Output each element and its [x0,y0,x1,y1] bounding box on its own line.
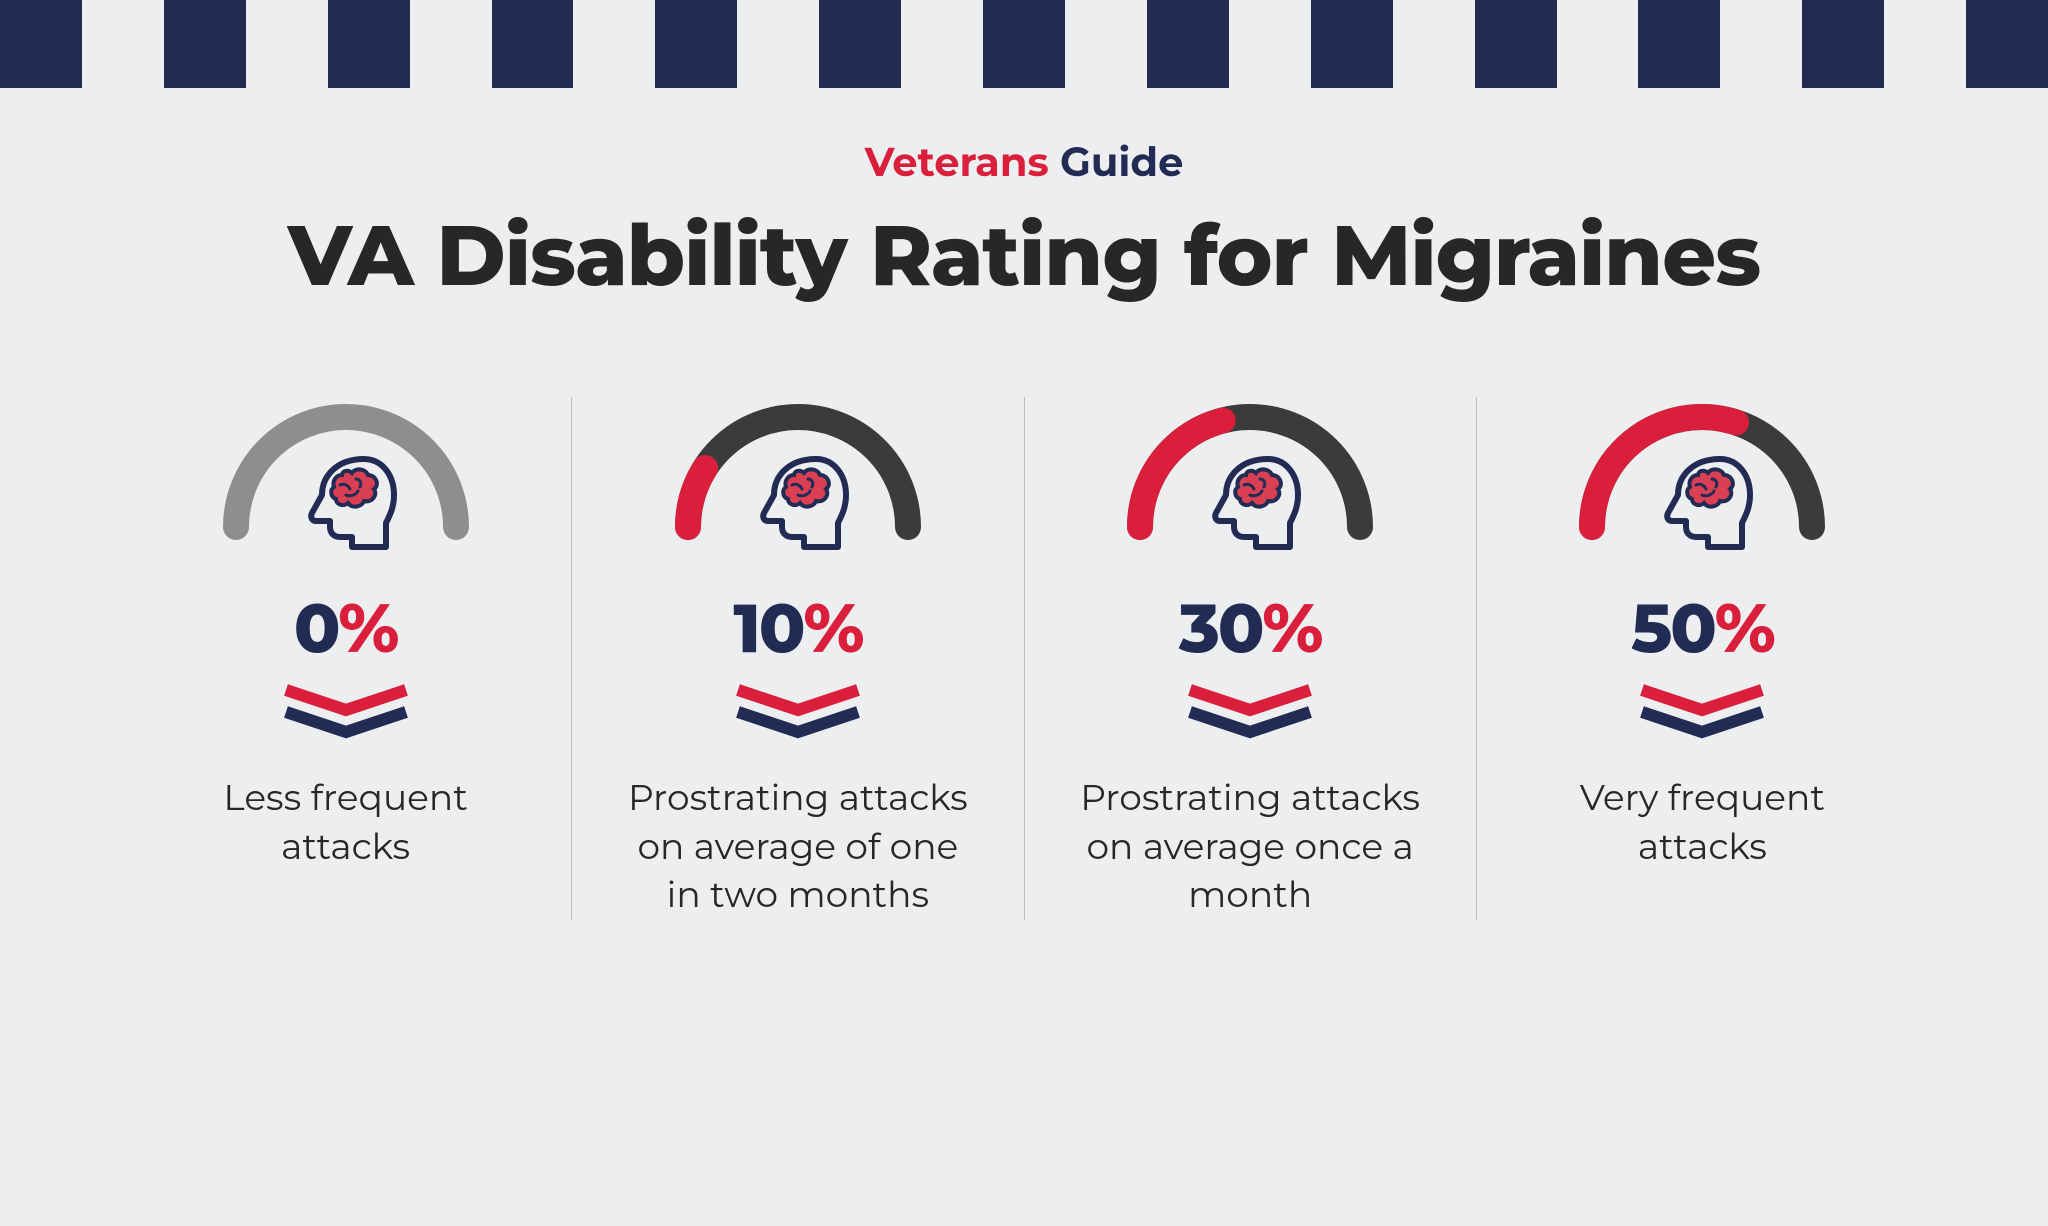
stripe [1393,0,1475,88]
stripe [328,0,410,88]
stripe [737,0,819,88]
chevron-down-icon [1180,684,1320,740]
rating-value: 50 [1631,587,1715,670]
rating-card: 30% Prostrating attacks on average once a… [1025,397,1476,920]
stripe [82,0,164,88]
stripe [1147,0,1229,88]
chevron-down-icon [728,684,868,740]
percent-sign: % [1715,587,1774,670]
eyebrow-first: Veterans [865,138,1049,187]
page-title: VA Disability Rating for Migraines [0,205,2048,307]
chevron-down-icon [276,684,416,740]
stripe [655,0,737,88]
stripe [901,0,983,88]
stripe [246,0,328,88]
rating-percent: 0% [294,587,398,670]
gauge [1120,397,1380,547]
eyebrow-second: Guide [1049,138,1184,187]
stripe [1884,0,1966,88]
stripe [573,0,655,88]
percent-sign: % [338,587,397,670]
eyebrow: Veterans Guide [0,138,2048,187]
brain-head-icon [286,445,406,565]
stripe [1311,0,1393,88]
rating-card: 50% Very frequent attacks [1477,397,1928,920]
rating-description: Prostrating attacks on average once a mo… [1070,774,1430,920]
rating-card: 0% Less frequent attacks [120,397,571,920]
stripe-bar [0,0,2048,88]
rating-percent: 30% [1179,587,1322,670]
cards-row: 0% Less frequent attacks 10% Prostrating at… [0,397,2048,920]
percent-sign: % [1262,587,1321,670]
rating-description: Very frequent attacks [1522,774,1882,871]
header: Veterans Guide VA Disability Rating for … [0,88,2048,307]
stripe [819,0,901,88]
brain-head-icon [1190,445,1310,565]
stripe [1065,0,1147,88]
brain-head-icon [738,445,858,565]
stripe [1720,0,1802,88]
chevron-down-icon [1632,684,1772,740]
rating-description: Prostrating attacks on average of one in… [618,774,978,920]
gauge [1572,397,1832,547]
rating-description: Less frequent attacks [166,774,526,871]
stripe [1475,0,1557,88]
stripe [983,0,1065,88]
stripe [1966,0,2048,88]
brain-head-icon [1642,445,1762,565]
stripe [1557,0,1639,88]
stripe [1229,0,1311,88]
rating-percent: 50% [1631,587,1774,670]
percent-sign: % [803,587,862,670]
stripe [492,0,574,88]
rating-value: 10 [733,587,803,670]
gauge [216,397,476,547]
stripe [164,0,246,88]
stripe [1802,0,1884,88]
rating-value: 0 [294,587,339,670]
infographic-page: Veterans Guide VA Disability Rating for … [0,0,2048,1226]
gauge [668,397,928,547]
stripe [0,0,82,88]
rating-value: 30 [1179,587,1263,670]
rating-percent: 10% [733,587,862,670]
stripe [410,0,492,88]
stripe [1638,0,1720,88]
rating-card: 10% Prostrating attacks on average of one… [572,397,1023,920]
